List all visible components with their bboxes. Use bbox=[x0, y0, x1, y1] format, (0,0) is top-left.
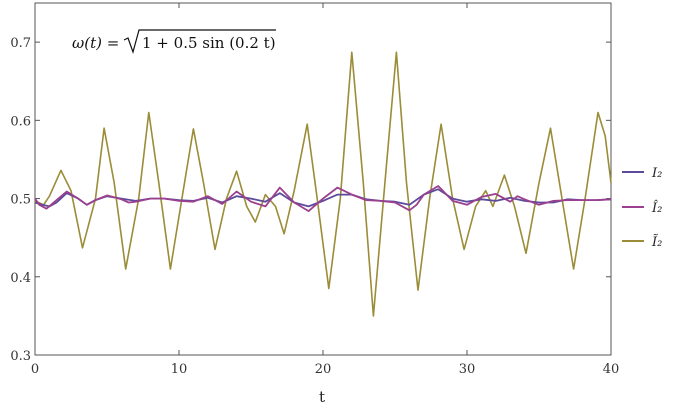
y-tick-label: 0.7 bbox=[10, 36, 31, 51]
x-tick-label: 40 bbox=[603, 362, 620, 377]
y-tick-label: 0.5 bbox=[10, 193, 31, 208]
x-tick-label: 10 bbox=[171, 362, 188, 377]
legend-label: I₂ bbox=[651, 166, 662, 181]
x-tick-label: 20 bbox=[315, 362, 332, 377]
y-tick-label: 0.3 bbox=[10, 349, 31, 364]
series-lines bbox=[34, 51, 612, 317]
plot-frame bbox=[34, 2, 612, 356]
annotation-formula: ω(t) = 1 + 0.5 sin (0.2 t) bbox=[72, 29, 276, 54]
x-axis-label: t bbox=[319, 388, 325, 406]
annotation-radicand: 1 + 0.5 sin (0.2 t) bbox=[142, 34, 276, 52]
legend: I₂ Î₂ Ĩ₂ bbox=[622, 166, 662, 250]
legend-label: Î₂ bbox=[651, 200, 662, 216]
y-tick-label: 0.4 bbox=[10, 271, 31, 286]
annotation-prefix: ω(t) = bbox=[72, 34, 119, 52]
x-tick-label: 30 bbox=[459, 362, 476, 377]
sqrt-symbol bbox=[123, 29, 276, 54]
x-tick-label: 0 bbox=[31, 362, 39, 377]
x-axis-ticks: 0 10 20 30 40 bbox=[31, 3, 619, 377]
series-line-1 bbox=[34, 185, 612, 212]
y-axis-ticks: 0.3 0.4 0.5 0.6 0.7 bbox=[10, 36, 611, 364]
y-tick-label: 0.6 bbox=[10, 114, 31, 129]
series-line-2 bbox=[34, 51, 612, 317]
legend-label: Ĩ₂ bbox=[651, 234, 662, 250]
